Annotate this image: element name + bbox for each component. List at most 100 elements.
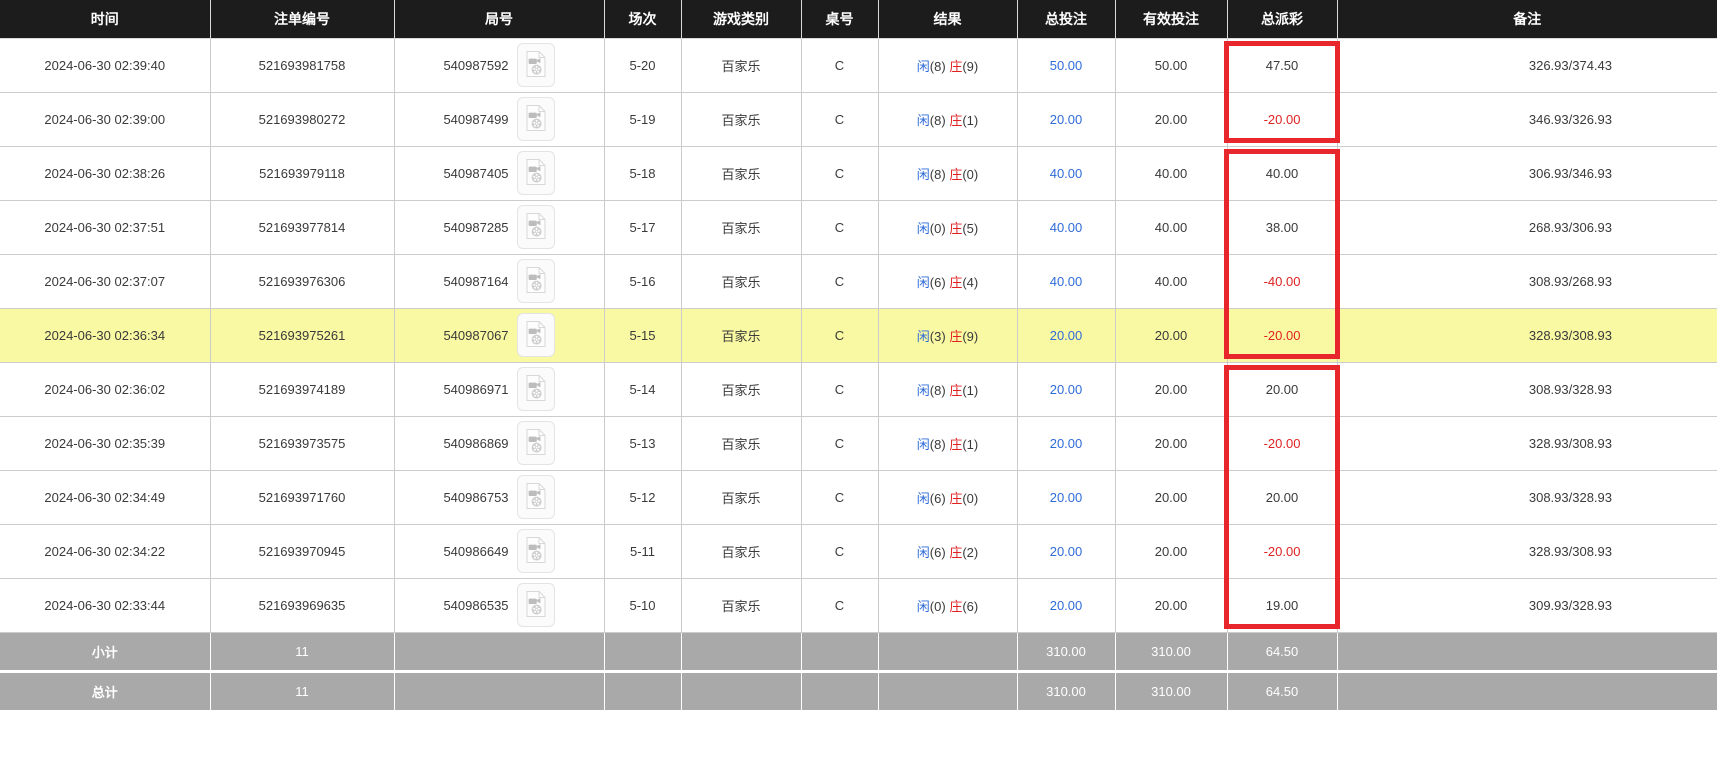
empty-cell <box>1336 631 1717 672</box>
cell-table-no: C <box>800 307 879 363</box>
col-header-total_bet: 总投注 <box>1016 0 1116 39</box>
empty-cell <box>680 669 802 711</box>
cell-valid-bet: 40.00 <box>1114 145 1228 201</box>
cell-session: 5-17 <box>603 199 682 255</box>
cell-result: 闲(8) 庄(0) <box>877 145 1018 201</box>
table-row[interactable]: 2024-06-30 02:33:44 521693969635 540986535… <box>0 577 1717 633</box>
video-file-icon <box>524 536 548 567</box>
round-id-group: 540986869 <box>396 421 603 465</box>
table-row[interactable]: 2024-06-30 02:38:26 521693979118 540987405… <box>0 145 1717 201</box>
cell-result: 闲(0) 庄(5) <box>877 199 1018 255</box>
cell-bet-id: 521693976306 <box>209 253 395 309</box>
cell-total-bet: 20.00 <box>1016 361 1116 417</box>
total-bet-link[interactable]: 20.00 <box>1049 543 1083 559</box>
cell-remark: 306.93/346.93 <box>1336 145 1717 201</box>
subtotal-count: 11 <box>209 631 395 672</box>
table-row[interactable]: 2024-06-30 02:37:51 521693977814 540987285… <box>0 199 1717 255</box>
total-bet-link[interactable]: 40.00 <box>1049 165 1083 181</box>
table-body: 2024-06-30 02:39:40 521693981758 540987592… <box>0 37 1717 633</box>
cell-bet-id: 521693974189 <box>209 361 395 417</box>
result-banker-label: 庄 <box>949 166 963 182</box>
result-banker-label: 庄 <box>949 382 963 398</box>
round-id-text: 540987164 <box>443 273 509 289</box>
result-banker-points: (0) <box>962 166 979 182</box>
video-file-icon <box>524 158 548 189</box>
round-id-group: 540987499 <box>396 97 603 141</box>
cell-session: 5-13 <box>603 415 682 471</box>
video-replay-button[interactable] <box>516 475 555 519</box>
table-row[interactable]: 2024-06-30 02:39:40 521693981758 540987592… <box>0 37 1717 93</box>
cell-remark: 346.93/326.93 <box>1336 91 1717 147</box>
total-bet-link[interactable]: 50.00 <box>1049 57 1083 73</box>
table-row[interactable]: 2024-06-30 02:36:02 521693974189 540986971… <box>0 361 1717 417</box>
cell-round-id: 540986753 <box>393 469 605 525</box>
col-header-game_type: 游戏类别 <box>680 0 802 39</box>
video-replay-button[interactable] <box>516 97 555 141</box>
cell-session: 5-20 <box>603 37 682 93</box>
empty-cell <box>877 669 1018 711</box>
table-row-selected[interactable]: 2024-06-30 02:36:34 521693975261 540987067… <box>0 307 1717 363</box>
table-row[interactable]: 2024-06-30 02:34:22 521693970945 540986649… <box>0 523 1717 579</box>
video-replay-button[interactable] <box>516 529 555 573</box>
result-player-label: 闲 <box>916 382 930 398</box>
cell-valid-bet: 20.00 <box>1114 577 1228 633</box>
table-row[interactable]: 2024-06-30 02:39:00 521693980272 540987499… <box>0 91 1717 147</box>
table-row[interactable]: 2024-06-30 02:34:49 521693971760 540986753… <box>0 469 1717 525</box>
video-replay-button[interactable] <box>516 367 555 411</box>
round-id-group: 540986535 <box>396 583 603 627</box>
cell-total-bet: 20.00 <box>1016 577 1116 633</box>
cell-round-id: 540986869 <box>393 415 605 471</box>
video-replay-button[interactable] <box>516 205 555 249</box>
cell-remark: 308.93/268.93 <box>1336 253 1717 309</box>
video-replay-button[interactable] <box>516 313 555 357</box>
video-replay-button[interactable] <box>516 43 555 87</box>
round-id-group: 540986971 <box>396 367 603 411</box>
cell-valid-bet: 20.00 <box>1114 361 1228 417</box>
total-bet-link[interactable]: 20.00 <box>1049 381 1083 397</box>
round-id-text: 540987285 <box>443 219 509 235</box>
result-player-points: (8) <box>929 112 946 128</box>
cell-time: 2024-06-30 02:39:40 <box>0 37 211 93</box>
cell-round-id: 540987285 <box>393 199 605 255</box>
result-banker-points: (1) <box>962 436 979 452</box>
video-replay-button[interactable] <box>516 583 555 627</box>
total-bet-link[interactable]: 20.00 <box>1049 489 1083 505</box>
cell-bet-id: 521693977814 <box>209 199 395 255</box>
cell-total-bet: 20.00 <box>1016 469 1116 525</box>
cell-remark: 328.93/308.93 <box>1336 415 1717 471</box>
empty-cell <box>1336 669 1717 711</box>
cell-total-bet: 20.00 <box>1016 91 1116 147</box>
cell-total-payout: 19.00 <box>1226 577 1338 633</box>
total-bet-link[interactable]: 20.00 <box>1049 327 1083 343</box>
total-bet-link[interactable]: 40.00 <box>1049 219 1083 235</box>
cell-remark: 308.93/328.93 <box>1336 469 1717 525</box>
result-player-label: 闲 <box>916 274 930 290</box>
col-header-total_payout: 总派彩 <box>1226 0 1338 39</box>
cell-bet-id: 521693971760 <box>209 469 395 525</box>
total-bet-link[interactable]: 20.00 <box>1049 111 1083 127</box>
cell-game-type: 百家乐 <box>680 307 802 363</box>
cell-table-no: C <box>800 91 879 147</box>
total-count: 11 <box>209 669 395 711</box>
total-total-payout: 64.50 <box>1226 669 1338 711</box>
table-row[interactable]: 2024-06-30 02:37:07 521693976306 540987164… <box>0 253 1717 309</box>
cell-bet-id: 521693973575 <box>209 415 395 471</box>
video-replay-button[interactable] <box>516 151 555 195</box>
total-bet-link[interactable]: 20.00 <box>1049 435 1083 451</box>
cell-time: 2024-06-30 02:38:26 <box>0 145 211 201</box>
total-bet-link[interactable]: 20.00 <box>1049 597 1083 613</box>
total-bet-link[interactable]: 40.00 <box>1049 273 1083 289</box>
video-replay-button[interactable] <box>516 259 555 303</box>
total-row: 总计 11 310.00 310.00 64.50 <box>0 669 1717 711</box>
cell-result: 闲(6) 庄(4) <box>877 253 1018 309</box>
table-row[interactable]: 2024-06-30 02:35:39 521693973575 540986869… <box>0 415 1717 471</box>
cell-bet-id: 521693981758 <box>209 37 395 93</box>
cell-time: 2024-06-30 02:39:00 <box>0 91 211 147</box>
cell-total-payout: -20.00 <box>1226 523 1338 579</box>
col-header-round_id: 局号 <box>393 0 605 39</box>
cell-remark: 309.93/328.93 <box>1336 577 1717 633</box>
cell-session: 5-14 <box>603 361 682 417</box>
round-id-group: 540986753 <box>396 475 603 519</box>
subtotal-total-payout: 64.50 <box>1226 631 1338 672</box>
video-replay-button[interactable] <box>516 421 555 465</box>
